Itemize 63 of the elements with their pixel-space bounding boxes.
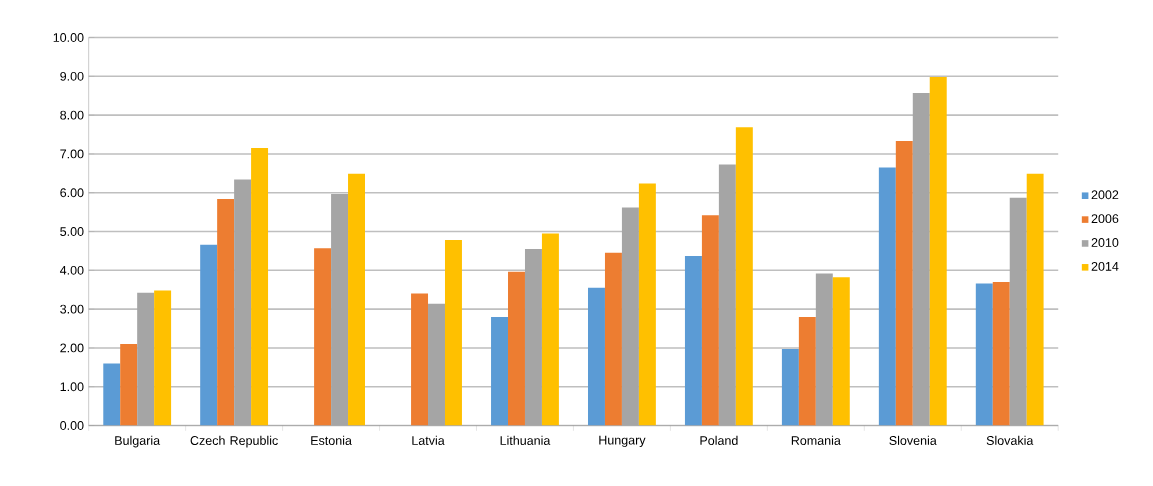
bar bbox=[491, 317, 509, 426]
y-tick-label: 5.00 bbox=[60, 227, 84, 237]
y-tick-label: 7.00 bbox=[60, 149, 84, 159]
bar bbox=[348, 173, 365, 426]
bar bbox=[120, 344, 138, 426]
bar bbox=[992, 282, 1010, 426]
y-tick-label: 8.00 bbox=[60, 110, 84, 120]
bar bbox=[815, 273, 833, 426]
bar bbox=[428, 303, 445, 426]
x-tick-label: Bulgaria bbox=[115, 435, 161, 448]
y-tick-label: 6.00 bbox=[60, 188, 84, 198]
bar bbox=[1009, 197, 1027, 426]
bar bbox=[103, 363, 121, 426]
bar bbox=[735, 127, 753, 426]
legend-label: 2010 bbox=[1091, 238, 1119, 248]
bar bbox=[411, 293, 429, 426]
x-tick-label: Romania bbox=[791, 435, 841, 446]
legend-label: 2002 bbox=[1091, 190, 1119, 200]
bar bbox=[508, 272, 525, 426]
bar bbox=[314, 248, 332, 426]
bar bbox=[832, 277, 850, 426]
bar bbox=[588, 287, 605, 426]
bar bbox=[541, 233, 559, 426]
x-tick-label: Czech Republic bbox=[190, 435, 278, 448]
y-tick-label: 1.00 bbox=[60, 382, 84, 392]
bar bbox=[912, 93, 930, 426]
y-tick-label: 9.00 bbox=[60, 72, 84, 81]
x-tick-label: Lithuania bbox=[500, 435, 551, 446]
y-tick-label: 4.00 bbox=[59, 266, 84, 275]
bar bbox=[331, 194, 349, 426]
bar bbox=[638, 183, 656, 426]
bar bbox=[684, 256, 702, 426]
bar bbox=[929, 77, 947, 426]
bar bbox=[154, 290, 172, 426]
y-tick-label: 2.00 bbox=[60, 343, 84, 353]
bar bbox=[200, 244, 218, 426]
bar bbox=[781, 349, 799, 426]
bar bbox=[701, 215, 719, 426]
bar bbox=[217, 199, 235, 426]
bar bbox=[895, 141, 913, 426]
x-tick-label: Poland bbox=[700, 435, 738, 446]
bar bbox=[604, 252, 622, 426]
legend-label: 2014 bbox=[1091, 262, 1119, 271]
bar bbox=[798, 317, 816, 426]
bar bbox=[251, 148, 269, 426]
x-tick-label: Latvia bbox=[412, 435, 445, 446]
bar bbox=[524, 249, 542, 426]
bar bbox=[234, 179, 252, 426]
bar bbox=[1026, 173, 1044, 426]
y-tick-label: 0.00 bbox=[60, 421, 84, 431]
x-tick-label: Estonia bbox=[311, 435, 352, 446]
bar bbox=[444, 240, 462, 426]
bar bbox=[718, 164, 736, 426]
bar bbox=[975, 283, 993, 426]
bar bbox=[621, 207, 639, 426]
x-tick-label: Slovenia bbox=[889, 435, 937, 446]
x-tick-label: Hungary bbox=[599, 435, 646, 448]
bar bbox=[878, 167, 896, 426]
legend-label: 2006 bbox=[1091, 214, 1119, 224]
y-tick-label: 3.00 bbox=[60, 304, 84, 314]
x-tick-label: Slovakia bbox=[986, 435, 1034, 446]
bar bbox=[137, 292, 155, 426]
y-tick-label: 10.00 bbox=[53, 33, 84, 43]
